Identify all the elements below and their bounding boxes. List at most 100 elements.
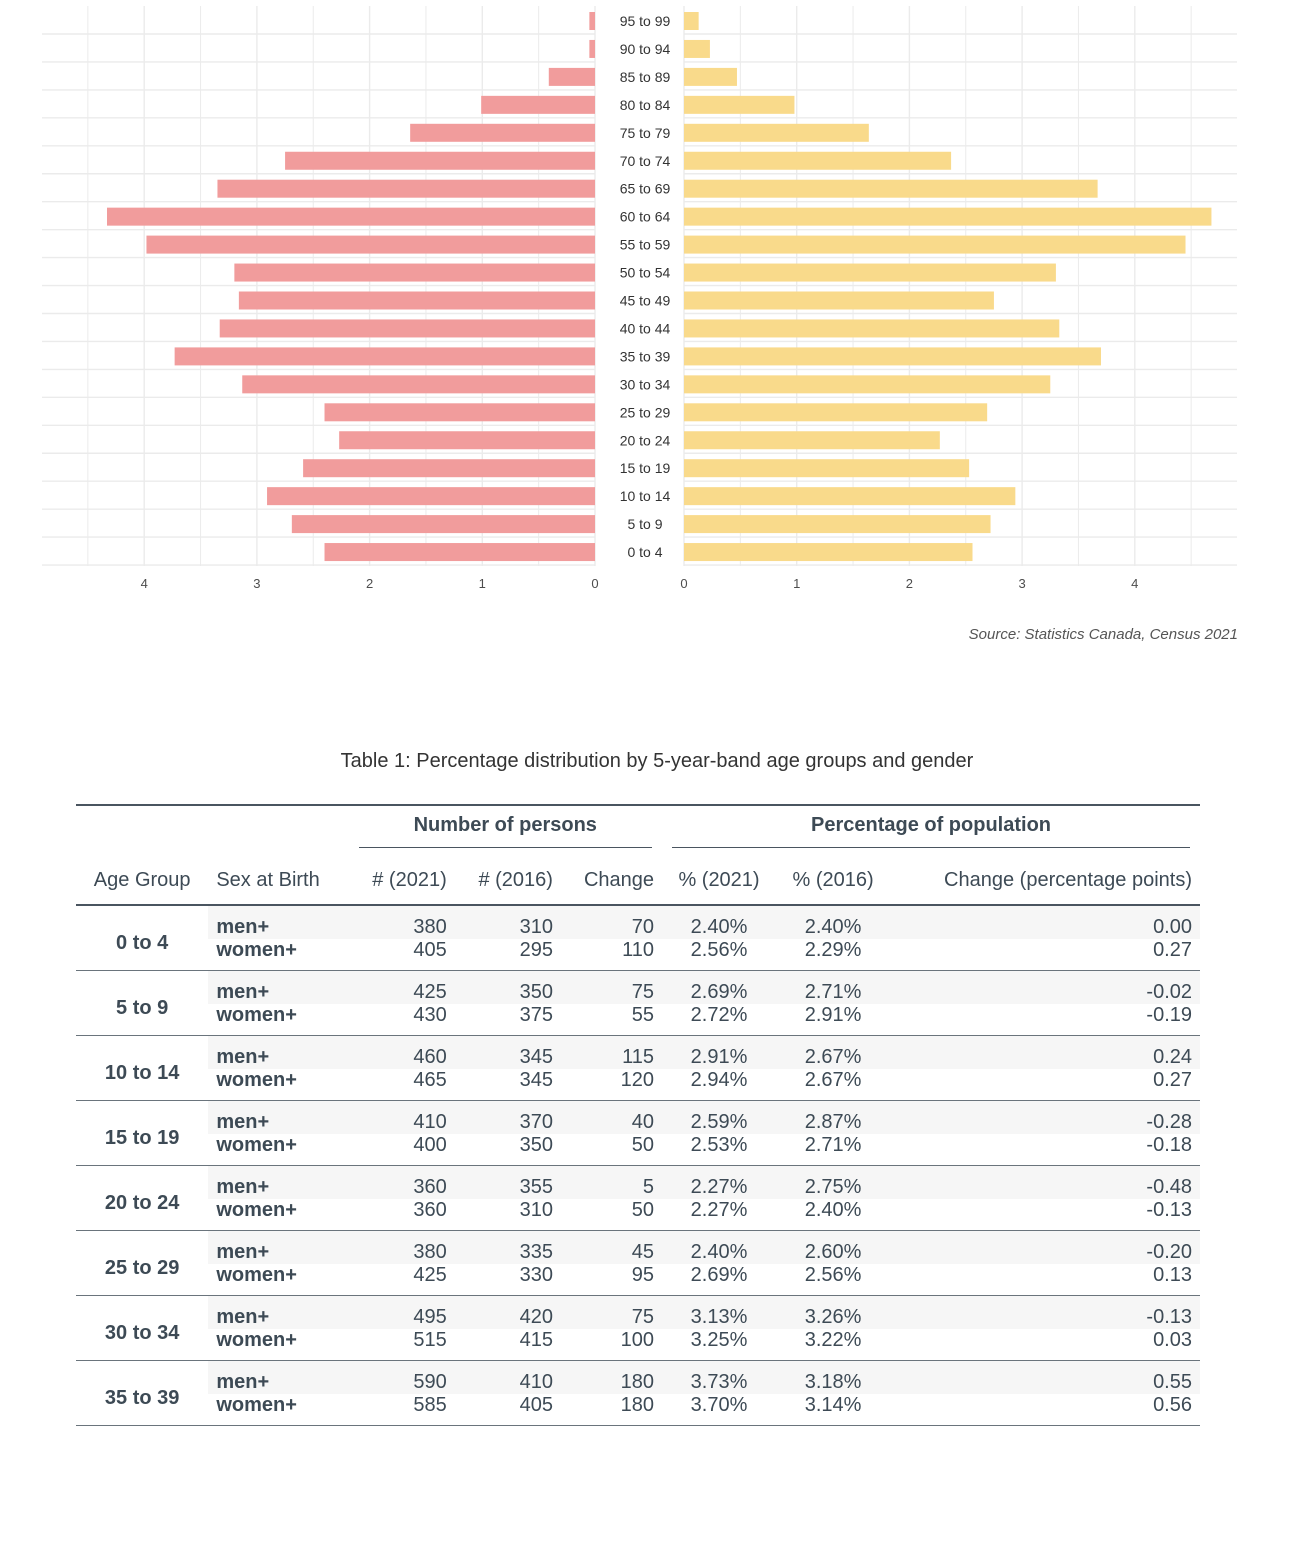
change-pp-cell: -0.20 (890, 1230, 1200, 1264)
bar-left-45-to-49 (238, 291, 596, 310)
tick-label-right: 0 (680, 576, 687, 591)
age-group-cell: 0 to 4 (116, 931, 169, 954)
age-group-cell: 10 to 14 (104, 1061, 180, 1084)
col-header-pct-2021: % (2021) (678, 868, 760, 891)
count-2021-cell: 380 (348, 1230, 455, 1264)
sex-cell: women+ (216, 1394, 297, 1416)
population-pyramid-chart: 0 to 4 5 to 9 10 to 14 15 to 19 20 to 24 25 t… (42, 6, 1237, 591)
pct-2016-cell: 2.40% (776, 905, 891, 939)
table-row: women+ 405 295 110 2.56% 2.29% 0.27 (76, 939, 1200, 971)
table-row: 20 to 24 men+ 360 355 5 2.27% 2.75% -0.48 (76, 1165, 1200, 1214)
count-2021-cell: 465 (413, 1069, 447, 1091)
pct-2021-cell: 3.25% (690, 1329, 748, 1351)
tick-label-left: 1 (479, 576, 486, 591)
age-group-cell: 20 to 24 (104, 1191, 180, 1214)
table-row: women+ 360 310 50 2.27% 2.40% -0.13 (76, 1199, 1200, 1231)
table-row: women+ 585 405 180 3.70% 3.14% 0.56 (76, 1394, 1200, 1426)
bar-right-25-to-29 (684, 403, 988, 422)
change-cell: 180 (620, 1394, 654, 1416)
col-header-sex-at-birth: Sex at Birth (216, 868, 320, 891)
bar-right-10-to-14 (684, 487, 1016, 506)
sex-cell: women+ (216, 939, 297, 961)
count-2016-cell: 310 (519, 1199, 553, 1221)
bar-left-10-to-14 (267, 487, 595, 506)
count-2016-cell: 420 (454, 1295, 561, 1329)
age-label: 85 to 89 (620, 69, 671, 85)
bar-left-50-to-54 (234, 263, 596, 282)
sex-cell: men+ (208, 1230, 349, 1264)
table-row: 30 to 34 men+ 495 420 75 3.13% 3.26% -0.13 (76, 1295, 1200, 1344)
bar-left-20-to-24 (339, 431, 595, 450)
pct-2021-cell: 2.59% (662, 1100, 777, 1134)
count-2016-cell: 405 (519, 1394, 553, 1416)
count-2016-cell: 345 (519, 1069, 553, 1091)
count-2016-cell: 350 (519, 1134, 553, 1156)
table-row: 15 to 19 men+ 410 370 40 2.59% 2.87% -0.28 (76, 1100, 1200, 1149)
bar-right-85-to-89 (684, 67, 737, 86)
count-2021-cell: 410 (348, 1100, 455, 1134)
pct-2016-cell: 3.26% (776, 1295, 891, 1329)
pct-2021-cell: 2.94% (690, 1069, 748, 1091)
sex-cell: men+ (208, 1035, 349, 1069)
table-title: Table 1: Percentage distribution by 5-ye… (340, 750, 974, 772)
count-2021-cell: 405 (413, 939, 447, 961)
change-pp-cell: 0.55 (890, 1360, 1200, 1394)
change-cell: 75 (560, 970, 662, 1004)
bar-right-55-to-59 (684, 235, 1186, 254)
spanner-percentage-of-population: Percentage of population (662, 805, 1200, 856)
pct-2016-cell: 2.40% (804, 1199, 862, 1221)
table-spanner-row: Number of persons Percentage of populati… (76, 805, 1200, 856)
change-cell: 180 (560, 1360, 662, 1394)
table-row: women+ 515 415 100 3.25% 3.22% 0.03 (76, 1329, 1200, 1361)
age-label: 25 to 29 (620, 404, 671, 420)
change-cell: 95 (631, 1264, 654, 1286)
sex-cell: women+ (216, 1134, 297, 1156)
spanner-blank (76, 805, 349, 856)
pct-2016-cell: 3.22% (804, 1329, 862, 1351)
bar-left-75-to-79 (410, 123, 595, 142)
bar-left-95-to-99 (589, 12, 595, 30)
sex-cell: men+ (208, 905, 349, 939)
change-pp-cell: 0.00 (890, 905, 1200, 939)
sex-cell: women+ (216, 1004, 297, 1026)
pct-2016-cell: 2.56% (804, 1264, 862, 1286)
pct-2016-cell: 2.29% (804, 939, 862, 961)
bar-right-30-to-34 (684, 375, 1051, 394)
count-2016-cell: 410 (454, 1360, 561, 1394)
col-header-count-2016: # (2016) (478, 868, 553, 891)
pct-2016-cell: 3.18% (776, 1360, 891, 1394)
bar-left-80-to-84 (481, 95, 595, 114)
age-label: 80 to 84 (620, 97, 671, 113)
age-label: 65 to 69 (620, 181, 671, 197)
tick-label-left: 4 (141, 576, 148, 591)
tick-label-right: 3 (1018, 576, 1025, 591)
pct-2021-cell: 2.91% (662, 1035, 777, 1069)
bar-left-35-to-39 (174, 347, 595, 366)
spanner-number-of-persons: Number of persons (349, 805, 663, 856)
bar-left-30-to-34 (242, 375, 595, 394)
age-group-cell: 35 to 39 (104, 1386, 180, 1409)
table-row: 5 to 9 men+ 425 350 75 2.69% 2.71% -0.02 (76, 970, 1200, 1019)
bar-left-25-to-29 (324, 403, 595, 422)
age-label: 40 to 44 (620, 320, 671, 336)
tick-label-right: 4 (1131, 576, 1138, 591)
change-pp-cell: 0.24 (890, 1035, 1200, 1069)
pct-2016-cell: 2.91% (804, 1004, 862, 1026)
table-row: women+ 400 350 50 2.53% 2.71% -0.18 (76, 1134, 1200, 1166)
pct-2016-cell: 3.14% (804, 1394, 862, 1416)
count-2021-cell: 430 (413, 1004, 447, 1026)
change-pp-cell: -0.28 (890, 1100, 1200, 1134)
bar-right-50-to-54 (684, 263, 1056, 282)
change-pp-cell: -0.02 (890, 970, 1200, 1004)
change-cell: 50 (631, 1134, 654, 1156)
pct-2016-cell: 2.67% (776, 1035, 891, 1069)
change-pp-cell: -0.19 (1146, 1004, 1192, 1026)
change-cell: 55 (631, 1004, 654, 1026)
col-header-pct-2016: % (2016) (792, 868, 874, 891)
count-2021-cell: 360 (348, 1165, 455, 1199)
age-label: 15 to 19 (620, 460, 671, 476)
age-label: 30 to 34 (620, 376, 671, 392)
age-label: 10 to 14 (620, 488, 671, 504)
change-cell: 100 (620, 1329, 654, 1351)
bar-right-20-to-24 (684, 431, 940, 450)
